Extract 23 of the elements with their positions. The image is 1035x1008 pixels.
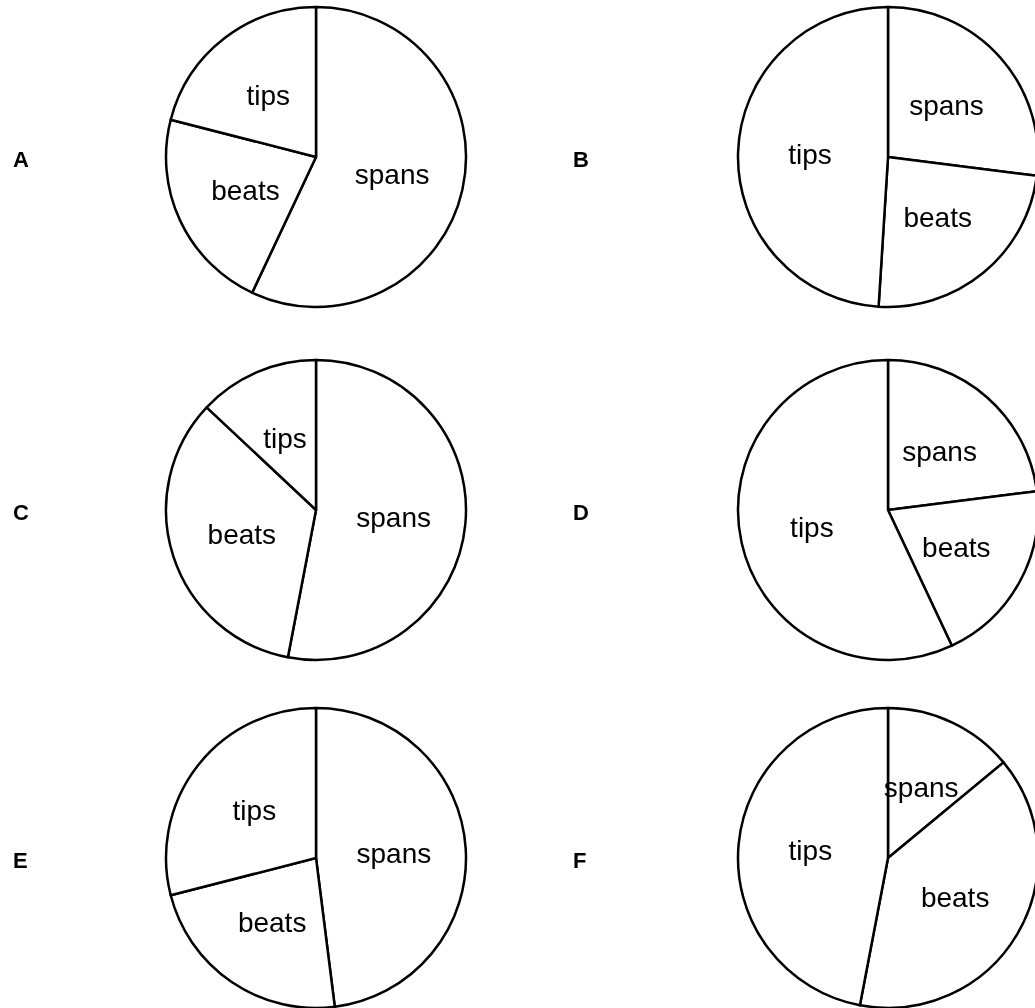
slice-label: beats [903, 201, 972, 233]
slice-label: tips [790, 511, 834, 543]
slice-label: beats [207, 518, 277, 550]
slice-label: tips [788, 139, 832, 171]
slice-label: beats [211, 174, 280, 206]
slice-label: tips [232, 794, 277, 826]
slice-label: beats [922, 532, 991, 564]
slice-label: tips [246, 79, 290, 111]
slice-label: spans [354, 158, 430, 190]
text: B [573, 146, 589, 172]
slice-label: beats [920, 882, 990, 914]
text: F [573, 847, 587, 873]
text: A [13, 146, 29, 172]
text: C [13, 499, 29, 525]
slice-label: beats [237, 907, 307, 939]
text: D [573, 499, 589, 525]
slice-label: spans [356, 501, 432, 533]
slice-label: tips [263, 422, 307, 454]
slice-label: spans [909, 89, 984, 121]
slice-label: spans [902, 435, 977, 467]
slice-label: spans [356, 837, 432, 869]
slice-label: tips [788, 835, 833, 867]
text: E [13, 847, 28, 873]
